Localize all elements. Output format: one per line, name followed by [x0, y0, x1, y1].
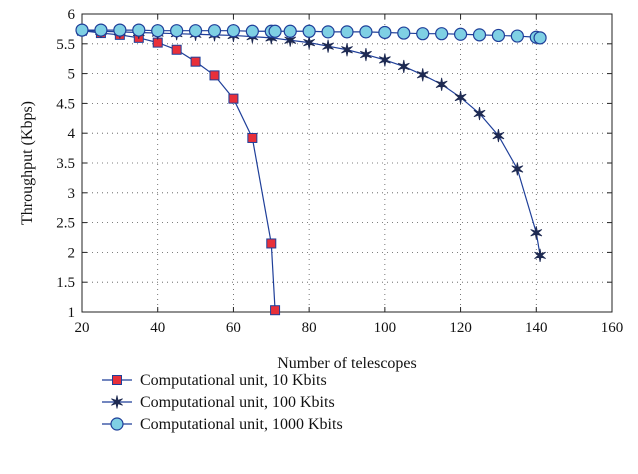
data-point-circle-marker	[378, 25, 392, 40]
x-tick-label: 40	[150, 320, 165, 336]
legend-square-marker	[112, 375, 122, 385]
y-tick-label: 2	[68, 245, 76, 261]
data-point-circle-marker	[268, 24, 282, 38]
y-tick-label: 6	[68, 7, 76, 23]
data-point-square-marker	[171, 44, 182, 55]
series-1	[77, 25, 281, 316]
x-tick-label: 20	[75, 320, 90, 336]
axis-ticks: 20 40 60 80 100 120 140 160 1 1.5 2 2.5 3 3.5 4 4.5 5 5.5…	[56, 7, 623, 336]
legend-label: Computational unit, 1000 Kbits	[140, 416, 343, 433]
data-point-star-marker	[416, 68, 429, 82]
data-point-circle-marker	[491, 28, 506, 43]
series-2	[76, 24, 546, 262]
y-tick-label: 3.5	[56, 156, 75, 172]
data-point-star-marker	[322, 39, 334, 53]
data-point-square-marker	[190, 56, 201, 67]
data-point-square-marker	[270, 305, 281, 316]
series-group	[75, 23, 547, 316]
data-point-circle-marker	[207, 24, 222, 38]
data-point-star-marker	[378, 53, 391, 67]
x-tick-label: 60	[226, 320, 241, 336]
legend-item: Computational unit, 100 Kbits	[102, 394, 335, 411]
series-line	[81, 30, 541, 256]
data-point-square-marker	[228, 93, 239, 104]
y-tick-label: 5	[68, 67, 76, 83]
y-tick-label: 2.5	[56, 216, 75, 232]
data-point-star-marker	[454, 90, 467, 105]
data-point-circle-marker	[188, 24, 203, 38]
legend-item: Computational unit, 10 Kbits	[102, 372, 327, 389]
data-point-circle-marker	[321, 25, 335, 39]
data-point-square-marker	[266, 238, 277, 249]
data-point-star-marker	[530, 226, 543, 240]
y-tick-label: 5.5	[56, 37, 75, 53]
x-tick-label: 160	[601, 320, 624, 336]
data-point-circle-marker	[510, 29, 524, 43]
data-point-circle-marker	[472, 28, 487, 42]
data-point-circle-marker	[75, 23, 89, 37]
y-tick-label: 4	[68, 126, 76, 142]
legend-label: Computational unit, 10 Kbits	[140, 372, 327, 389]
data-point-circle-marker	[397, 26, 411, 40]
data-point-star-marker	[284, 33, 297, 47]
series-line	[81, 30, 276, 311]
y-tick-label: 1.5	[56, 275, 75, 291]
data-point-star-marker	[397, 59, 410, 74]
legend-star-marker	[111, 395, 123, 409]
y-axis-title: Throughput (Kbps)	[19, 101, 36, 225]
data-point-circle-marker	[170, 24, 184, 38]
data-point-star-marker	[473, 106, 486, 121]
data-point-star-marker	[534, 248, 546, 262]
data-point-circle-marker	[416, 27, 430, 41]
y-tick-label: 3	[68, 186, 76, 202]
data-point-star-marker	[303, 36, 316, 50]
data-point-circle-marker	[283, 24, 297, 38]
data-point-circle-marker	[94, 23, 108, 37]
data-point-circle-marker	[453, 27, 468, 41]
data-point-star-marker	[360, 47, 372, 62]
y-tick-label: 1	[68, 305, 76, 321]
grid-lines	[82, 14, 612, 312]
x-tick-label: 140	[525, 320, 548, 336]
legend-label: Computational unit, 100 Kbits	[140, 394, 335, 411]
data-point-circle-marker	[435, 27, 449, 41]
data-point-star-marker	[511, 162, 524, 176]
legend: Computational unit, 10 Kbits Computationa…	[102, 372, 343, 433]
y-tick-label: 4.5	[56, 96, 75, 112]
data-point-circle-marker	[359, 25, 373, 39]
data-point-circle-marker	[226, 24, 241, 38]
data-point-circle-marker	[132, 23, 146, 37]
data-point-circle-marker	[533, 31, 547, 45]
data-point-circle-marker	[245, 24, 259, 38]
data-point-star-marker	[492, 129, 505, 143]
x-tick-label: 120	[449, 320, 472, 336]
data-point-circle-marker	[151, 24, 165, 38]
data-point-circle-marker	[340, 25, 354, 39]
data-point-circle-marker	[113, 23, 127, 37]
series-3	[75, 23, 547, 45]
data-point-star-marker	[435, 77, 448, 91]
x-axis-title: Number of telescopes	[277, 355, 417, 372]
x-tick-label: 80	[302, 320, 317, 336]
data-point-square-marker	[209, 70, 220, 81]
x-tick-label: 100	[374, 320, 397, 336]
data-point-circle-marker	[302, 24, 316, 38]
legend-circle-marker	[110, 417, 124, 431]
data-point-star-marker	[341, 43, 353, 57]
legend-item: Computational unit, 1000 Kbits	[102, 416, 343, 433]
data-point-square-marker	[247, 132, 258, 143]
